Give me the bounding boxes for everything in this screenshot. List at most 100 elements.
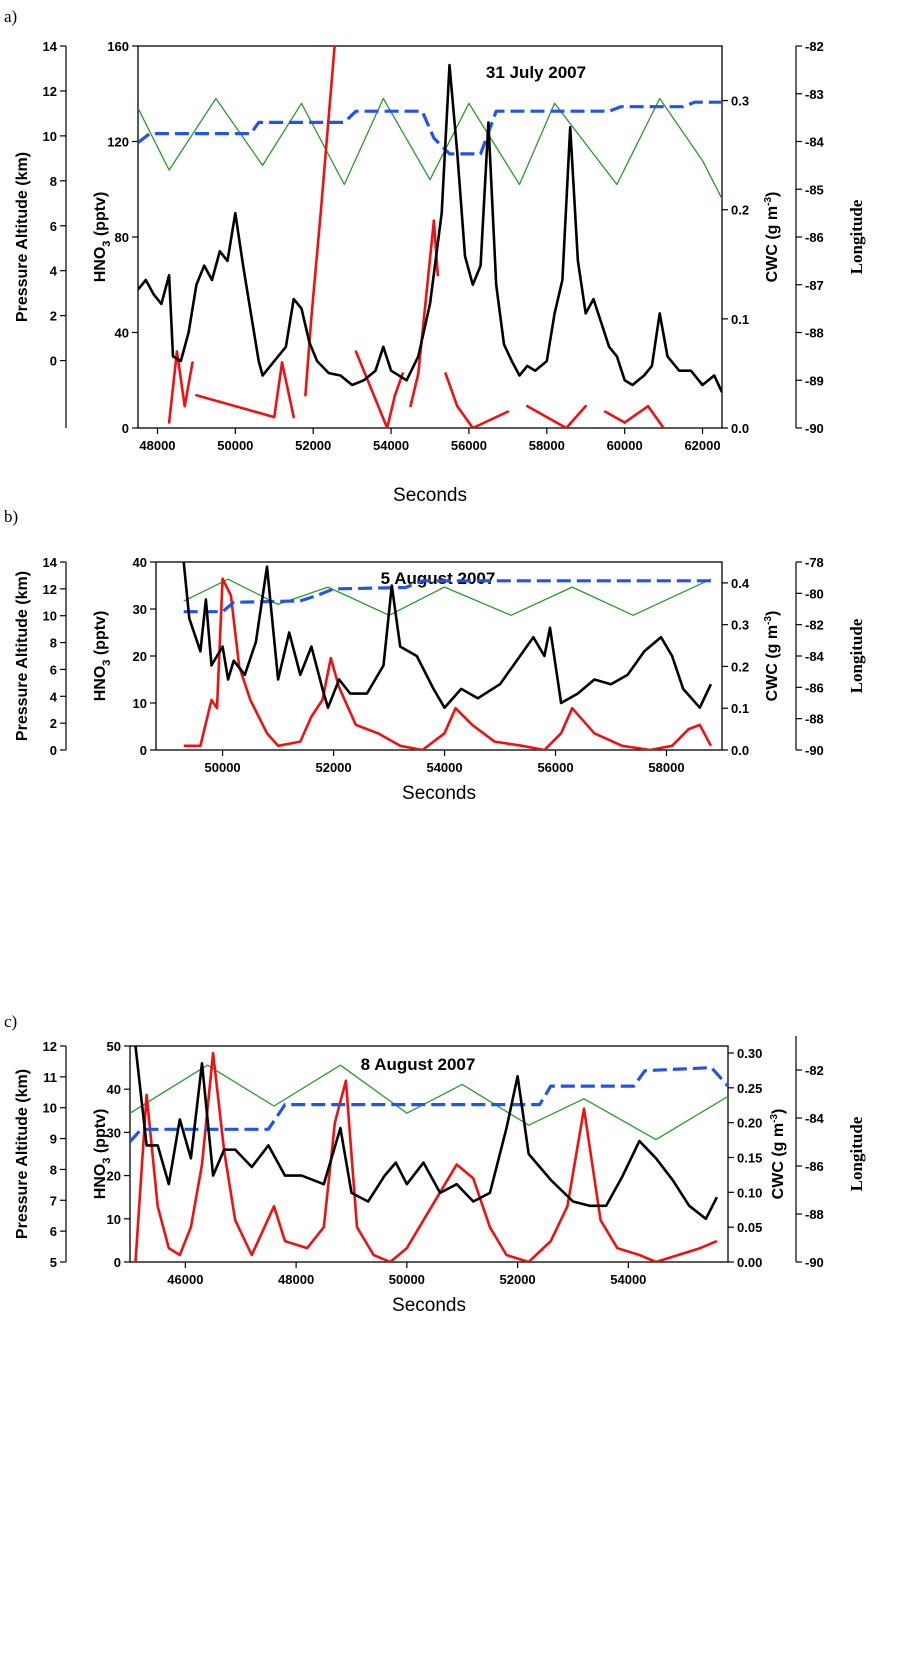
hno3-tick-label: 0 — [140, 743, 147, 758]
x-tick-label: 46000 — [167, 1272, 203, 1287]
hno3-tick-label: 40 — [115, 326, 129, 341]
hno3-tick-label: 30 — [133, 602, 147, 617]
cwc-series-line-segment — [183, 361, 194, 408]
longitude-tick-label: -88 — [805, 712, 824, 727]
pressure-altitude-tick-label: 11 — [43, 1070, 57, 1085]
pressure-altitude-tick-label: 8 — [50, 174, 57, 189]
panel-a: a) 0 40 80 120 160 0 2 4 6 8 10 12 14 Pressure Altitud… — [4, 7, 866, 506]
panel-b: b) 0 10 20 30 40 0 2 4 6 8 10 12 14 Pressure Altitude … — [4, 507, 866, 804]
hno3-axis-label: HNO3 (pptv) — [92, 611, 113, 702]
cwc-tick-label: 0.05 — [737, 1220, 762, 1235]
cwc-series-line-segment — [319, 46, 336, 212]
cwc-tick-label: 0.15 — [737, 1150, 762, 1165]
longitude-tick-label: -88 — [805, 326, 824, 341]
x-tick-label: 56000 — [537, 760, 573, 775]
panel-label: c) — [4, 1012, 17, 1031]
longitude-axis-label: Longitude — [847, 199, 866, 274]
pressure_altitude-series-line — [130, 1066, 728, 1143]
cwc-tick-label: 0.20 — [737, 1116, 762, 1131]
cwc-tick-label: 0.1 — [731, 312, 749, 327]
pressure-altitude-tick-label: 6 — [50, 219, 57, 234]
cwc-series-line-segment — [304, 317, 313, 397]
panel-label: a) — [4, 7, 17, 26]
cwc-tick-label: 0.10 — [737, 1185, 762, 1200]
cwc-tick-label: 0.00 — [737, 1255, 762, 1270]
cwc-series-line-segment — [646, 404, 665, 428]
cwc-tick-label: 0.3 — [731, 94, 749, 109]
hno3-tick-label: 160 — [107, 39, 129, 54]
cwc-series-line-segment — [526, 404, 549, 419]
longitude-tick-label: -80 — [805, 586, 824, 601]
chart-title: 8 August 2007 — [361, 1055, 476, 1074]
pressure-altitude-tick-label: 12 — [43, 1039, 57, 1054]
x-tick-label: 56000 — [451, 438, 487, 453]
plot-frame — [129, 1045, 729, 1263]
pressure-altitude-tick-label: 0 — [50, 743, 57, 758]
hno3-axis-label: HNO3 (pptv) — [92, 1109, 113, 1200]
x-axis-label: Seconds — [393, 485, 467, 506]
x-tick-label: 58000 — [529, 438, 565, 453]
cwc-tick-label: 0.0 — [731, 743, 749, 758]
pressure-altitude-tick-label: 12 — [43, 582, 57, 597]
cwc-series-line-segment — [471, 410, 510, 428]
longitude-tick-label: -86 — [805, 230, 824, 245]
longitude-tick-label: -78 — [805, 555, 824, 570]
hno3-tick-label: 10 — [107, 1212, 121, 1227]
pressure-altitude-tick-label: 8 — [50, 1162, 57, 1177]
pressure-altitude-tick-label: 7 — [50, 1193, 57, 1208]
hno3-tick-label: 10 — [133, 696, 147, 711]
hno3-tick-label: 80 — [115, 230, 129, 245]
hno3-tick-label: 30 — [107, 1125, 121, 1140]
hno3-tick-label: 0 — [122, 421, 129, 436]
cwc-series-line-segment — [280, 361, 296, 419]
hno3-tick-label: 50 — [107, 1039, 121, 1054]
longitude-tick-label: -82 — [805, 618, 824, 633]
longitude-tick-label: -84 — [805, 1111, 825, 1126]
x-tick-label: 54000 — [373, 438, 409, 453]
pressure-altitude-tick-label: 14 — [43, 39, 58, 54]
hno3-tick-label: 40 — [107, 1082, 121, 1097]
cwc-tick-label: 0.4 — [731, 576, 750, 591]
cwc-series-line-segment — [623, 404, 650, 424]
longitude-tick-label: -88 — [805, 1207, 824, 1222]
hno3-tick-label: 20 — [107, 1169, 121, 1184]
cwc-tick-label: 0.0 — [731, 421, 749, 436]
cwc-series-line — [183, 577, 713, 750]
cwc-series-line-segment — [354, 350, 389, 428]
pressure-altitude-tick-label: 2 — [50, 309, 57, 324]
pressure-altitude-tick-label: 10 — [43, 609, 57, 624]
longitude-series-line — [138, 97, 722, 200]
cwc-axis-label: CWC (g m-3) — [763, 192, 781, 283]
hno3-tick-label: 0 — [114, 1255, 121, 1270]
longitude-series-line — [130, 1064, 728, 1141]
chart-title: 5 August 2007 — [381, 569, 496, 588]
longitude-axis-label: Longitude — [847, 618, 866, 693]
chart-title: 31 July 2007 — [486, 63, 586, 82]
pressure-altitude-tick-label: 12 — [43, 84, 57, 99]
pressure-altitude-tick-label: 10 — [43, 129, 57, 144]
cwc-series-line-segment — [455, 404, 475, 428]
cwc-series-line-segment — [195, 393, 276, 419]
x-tick-label: 60000 — [607, 438, 643, 453]
hno3-series-line — [138, 63, 722, 393]
pressure-altitude-tick-label: 8 — [50, 636, 57, 651]
cwc-tick-label: 0.30 — [737, 1046, 762, 1061]
longitude-tick-label: -84 — [805, 135, 825, 150]
longitude-tick-label: -90 — [805, 421, 824, 436]
x-tick-label: 48000 — [278, 1272, 314, 1287]
pressure_altitude-series-line — [183, 579, 711, 614]
cwc-series-line-segment — [564, 404, 588, 428]
hno3-tick-label: 120 — [107, 135, 129, 150]
longitude-tick-label: -86 — [805, 680, 824, 695]
panel-label: b) — [4, 507, 18, 526]
cwc-series-line-segment — [385, 393, 397, 428]
x-tick-label: 52000 — [315, 760, 351, 775]
hno3-series-line — [134, 1046, 719, 1221]
cwc-axis-label: CWC (g m-3) — [769, 1109, 787, 1200]
pressure-altitude-tick-label: 10 — [43, 1101, 57, 1116]
cwc-series-line-segment — [409, 372, 420, 408]
pressure-altitude-tick-label: 2 — [50, 716, 57, 731]
cwc-series-line-segment — [167, 350, 179, 424]
cwc-axis-label: CWC (g m-3) — [763, 611, 781, 702]
